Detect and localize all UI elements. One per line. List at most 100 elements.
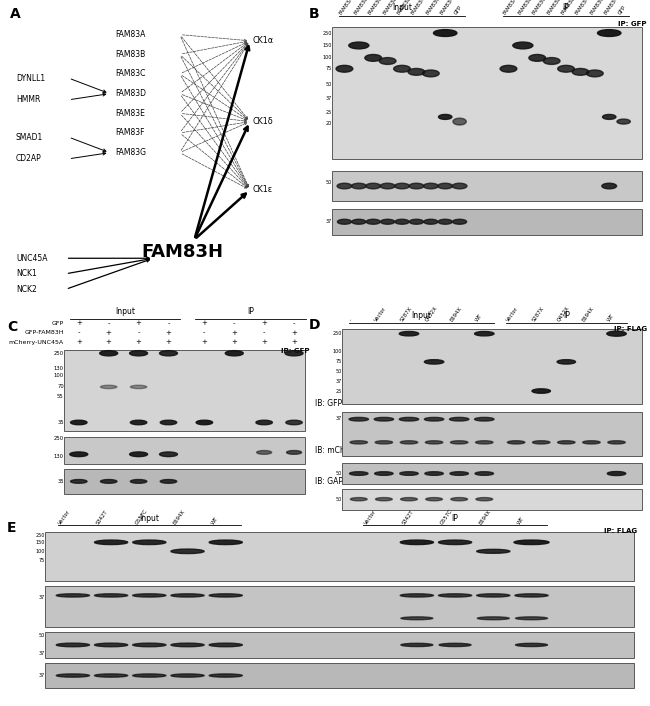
Ellipse shape bbox=[476, 498, 493, 501]
Ellipse shape bbox=[500, 66, 517, 72]
Ellipse shape bbox=[439, 114, 452, 119]
Text: 70: 70 bbox=[57, 385, 64, 390]
Ellipse shape bbox=[438, 220, 452, 225]
Text: Q452X: Q452X bbox=[424, 305, 438, 323]
Text: 25: 25 bbox=[326, 109, 332, 115]
Text: E694X: E694X bbox=[449, 306, 463, 323]
Bar bbox=[342, 489, 642, 510]
Text: 150: 150 bbox=[322, 43, 332, 48]
Text: FAM83E: FAM83E bbox=[116, 109, 145, 118]
Ellipse shape bbox=[582, 441, 600, 444]
Text: WT: WT bbox=[516, 515, 525, 525]
Ellipse shape bbox=[426, 498, 443, 501]
Text: 100: 100 bbox=[36, 549, 45, 554]
Text: -: - bbox=[77, 330, 80, 335]
Ellipse shape bbox=[422, 70, 439, 77]
Ellipse shape bbox=[400, 441, 418, 444]
Ellipse shape bbox=[375, 441, 393, 444]
Text: 37: 37 bbox=[38, 652, 45, 657]
Text: 130: 130 bbox=[54, 366, 64, 371]
Text: +: + bbox=[261, 339, 267, 345]
Ellipse shape bbox=[603, 114, 616, 119]
Text: NCK2: NCK2 bbox=[16, 285, 36, 294]
Text: CK1ε: CK1ε bbox=[253, 186, 273, 194]
Text: -: - bbox=[349, 318, 354, 323]
Bar bbox=[45, 633, 634, 657]
Ellipse shape bbox=[376, 498, 392, 501]
Ellipse shape bbox=[439, 540, 472, 544]
Text: IP: GFP: IP: GFP bbox=[281, 347, 309, 354]
Ellipse shape bbox=[608, 441, 625, 444]
Text: FAM83A: FAM83A bbox=[116, 30, 146, 39]
Text: FAM83C: FAM83C bbox=[532, 0, 547, 16]
Ellipse shape bbox=[366, 184, 381, 189]
Ellipse shape bbox=[94, 540, 127, 544]
Ellipse shape bbox=[350, 441, 367, 444]
Ellipse shape bbox=[401, 617, 433, 620]
Ellipse shape bbox=[532, 441, 550, 444]
Text: +: + bbox=[261, 321, 267, 326]
Text: -: - bbox=[137, 330, 140, 335]
Text: FAM83G: FAM83G bbox=[425, 0, 441, 16]
Text: -: - bbox=[292, 321, 295, 326]
Ellipse shape bbox=[508, 441, 525, 444]
Text: 37: 37 bbox=[326, 96, 332, 101]
Ellipse shape bbox=[171, 643, 204, 647]
Ellipse shape bbox=[256, 420, 272, 425]
Text: FAM83H: FAM83H bbox=[603, 0, 619, 16]
Text: +: + bbox=[291, 339, 297, 345]
Ellipse shape bbox=[350, 472, 368, 475]
Text: C: C bbox=[7, 320, 18, 333]
Ellipse shape bbox=[410, 220, 423, 225]
Bar bbox=[332, 27, 642, 159]
Text: 100: 100 bbox=[333, 349, 342, 354]
Text: 250: 250 bbox=[54, 436, 64, 441]
Text: 75: 75 bbox=[336, 359, 342, 364]
Text: 100: 100 bbox=[54, 373, 64, 378]
Ellipse shape bbox=[366, 220, 380, 225]
Text: +: + bbox=[202, 321, 207, 326]
Ellipse shape bbox=[439, 643, 471, 647]
Ellipse shape bbox=[558, 66, 575, 72]
Text: 37: 37 bbox=[326, 220, 332, 225]
Text: +: + bbox=[166, 330, 172, 335]
Ellipse shape bbox=[209, 674, 242, 677]
Ellipse shape bbox=[451, 498, 467, 501]
Ellipse shape bbox=[133, 643, 166, 647]
Ellipse shape bbox=[532, 389, 551, 393]
Text: mCherry-UNC45A: mCherry-UNC45A bbox=[8, 340, 64, 345]
Ellipse shape bbox=[395, 220, 409, 225]
Text: 37: 37 bbox=[38, 594, 45, 599]
Text: GFP: GFP bbox=[454, 5, 463, 16]
Ellipse shape bbox=[171, 549, 204, 554]
Text: IB: mCherry: IB: mCherry bbox=[315, 445, 360, 455]
Ellipse shape bbox=[57, 674, 90, 677]
Ellipse shape bbox=[129, 452, 148, 457]
Text: FAM83D: FAM83D bbox=[546, 0, 562, 16]
Ellipse shape bbox=[337, 220, 352, 225]
Text: 130: 130 bbox=[54, 454, 64, 459]
Text: +: + bbox=[76, 339, 82, 345]
Ellipse shape bbox=[57, 643, 90, 647]
Ellipse shape bbox=[131, 479, 147, 484]
Ellipse shape bbox=[515, 643, 547, 647]
Bar bbox=[64, 469, 304, 493]
Ellipse shape bbox=[71, 479, 87, 484]
Ellipse shape bbox=[607, 472, 626, 476]
Ellipse shape bbox=[350, 498, 367, 501]
Text: +: + bbox=[231, 330, 237, 335]
Ellipse shape bbox=[450, 417, 469, 421]
Text: Input: Input bbox=[411, 311, 432, 321]
Text: GFP-FAM83H: GFP-FAM83H bbox=[24, 330, 64, 335]
Text: -: - bbox=[203, 330, 205, 335]
Ellipse shape bbox=[558, 441, 575, 444]
Ellipse shape bbox=[70, 452, 88, 457]
Ellipse shape bbox=[285, 351, 303, 356]
Text: S287X: S287X bbox=[399, 306, 413, 323]
Text: CK1δ: CK1δ bbox=[253, 117, 274, 126]
Ellipse shape bbox=[452, 220, 467, 225]
Text: +: + bbox=[291, 330, 297, 335]
Text: 35: 35 bbox=[57, 420, 64, 425]
Ellipse shape bbox=[476, 594, 510, 597]
Text: 75: 75 bbox=[38, 558, 45, 563]
